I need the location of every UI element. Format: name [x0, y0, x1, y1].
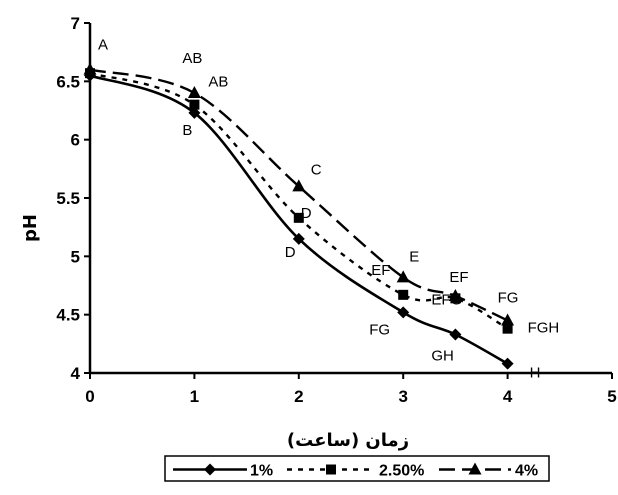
y-tick-label: 5 [71, 247, 80, 266]
x-tick-label: 5 [607, 387, 616, 406]
point-label: A [98, 37, 108, 54]
point-label: D [285, 244, 296, 261]
data-point-triangle [292, 179, 306, 192]
data-point-square [293, 212, 304, 223]
legend-label: 1% [250, 463, 273, 480]
y-tick-label: 5.5 [56, 189, 80, 208]
point-label: FGH [528, 320, 560, 337]
series-line-3 [89, 68, 509, 322]
legend-label: 4% [515, 463, 538, 480]
point-label: AB [182, 50, 202, 67]
point-label: E [409, 248, 419, 265]
point-label: EFG [431, 291, 462, 308]
point-label: EF [371, 262, 390, 279]
y-tick-label: 6.5 [56, 72, 80, 91]
point-label: AB [208, 74, 228, 91]
x-tick-label: 2 [294, 387, 303, 406]
y-tick-label: 6 [71, 131, 80, 150]
data-point-square [502, 323, 513, 334]
data-point-triangle [396, 270, 410, 283]
data-point-triangle [187, 86, 201, 98]
legend-marker-diamond [204, 463, 216, 476]
data-point-triangle [501, 313, 515, 326]
series-line-2 [89, 72, 509, 330]
legend-marker-square [326, 464, 336, 475]
point-label: H [530, 365, 541, 382]
y-tick-label: 7 [71, 14, 80, 33]
data-point-diamond [397, 306, 410, 319]
point-label: FG [498, 290, 519, 307]
point-label: GH [431, 348, 454, 365]
legend-label: 2.50% [379, 463, 424, 480]
x-tick-label: 3 [398, 387, 407, 406]
y-tick-label: 4 [71, 364, 81, 383]
data-point-square [398, 289, 409, 300]
legend: 1% 2.50% 4% [164, 455, 550, 482]
data-point-square [189, 99, 200, 110]
x-tick-label: 4 [503, 387, 513, 406]
data-point-diamond [449, 328, 462, 341]
data-point-diamond [292, 232, 305, 245]
x-tick-label: 1 [190, 387, 199, 406]
point-label: B [182, 122, 192, 139]
point-label: EF [449, 269, 468, 286]
y-tick-label: 4.5 [56, 306, 80, 325]
y-axis-title: pH [20, 214, 41, 242]
data-point-diamond [188, 106, 201, 119]
point-label: D [301, 205, 312, 222]
legend-marker-triangle [468, 462, 482, 475]
point-label: FG [369, 321, 390, 338]
x-tick-label: 0 [85, 387, 94, 406]
point-label: C [311, 161, 322, 178]
data-point-triangle [448, 289, 462, 301]
data-point-diamond [501, 357, 514, 370]
axes-layer: 0 1 2 3 4 5 4 4.5 5 5.5 6 6.5 7 [56, 14, 616, 406]
x-axis-title: زمان (ساعت) [287, 430, 409, 451]
series-layer [83, 62, 515, 370]
